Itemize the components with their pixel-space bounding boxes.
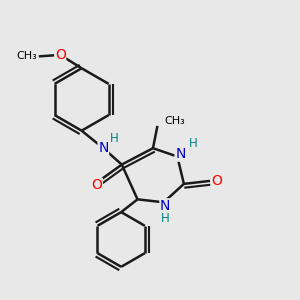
Text: CH₃: CH₃	[164, 116, 185, 126]
Text: N: N	[175, 147, 185, 161]
Text: N: N	[160, 199, 170, 213]
Text: H: H	[110, 132, 119, 145]
Text: H: H	[188, 137, 197, 150]
Text: H: H	[161, 212, 170, 225]
Text: O: O	[92, 178, 102, 192]
Text: O: O	[211, 174, 222, 188]
Text: O: O	[55, 48, 66, 62]
Text: CH₃: CH₃	[16, 51, 38, 62]
Text: N: N	[98, 141, 109, 155]
